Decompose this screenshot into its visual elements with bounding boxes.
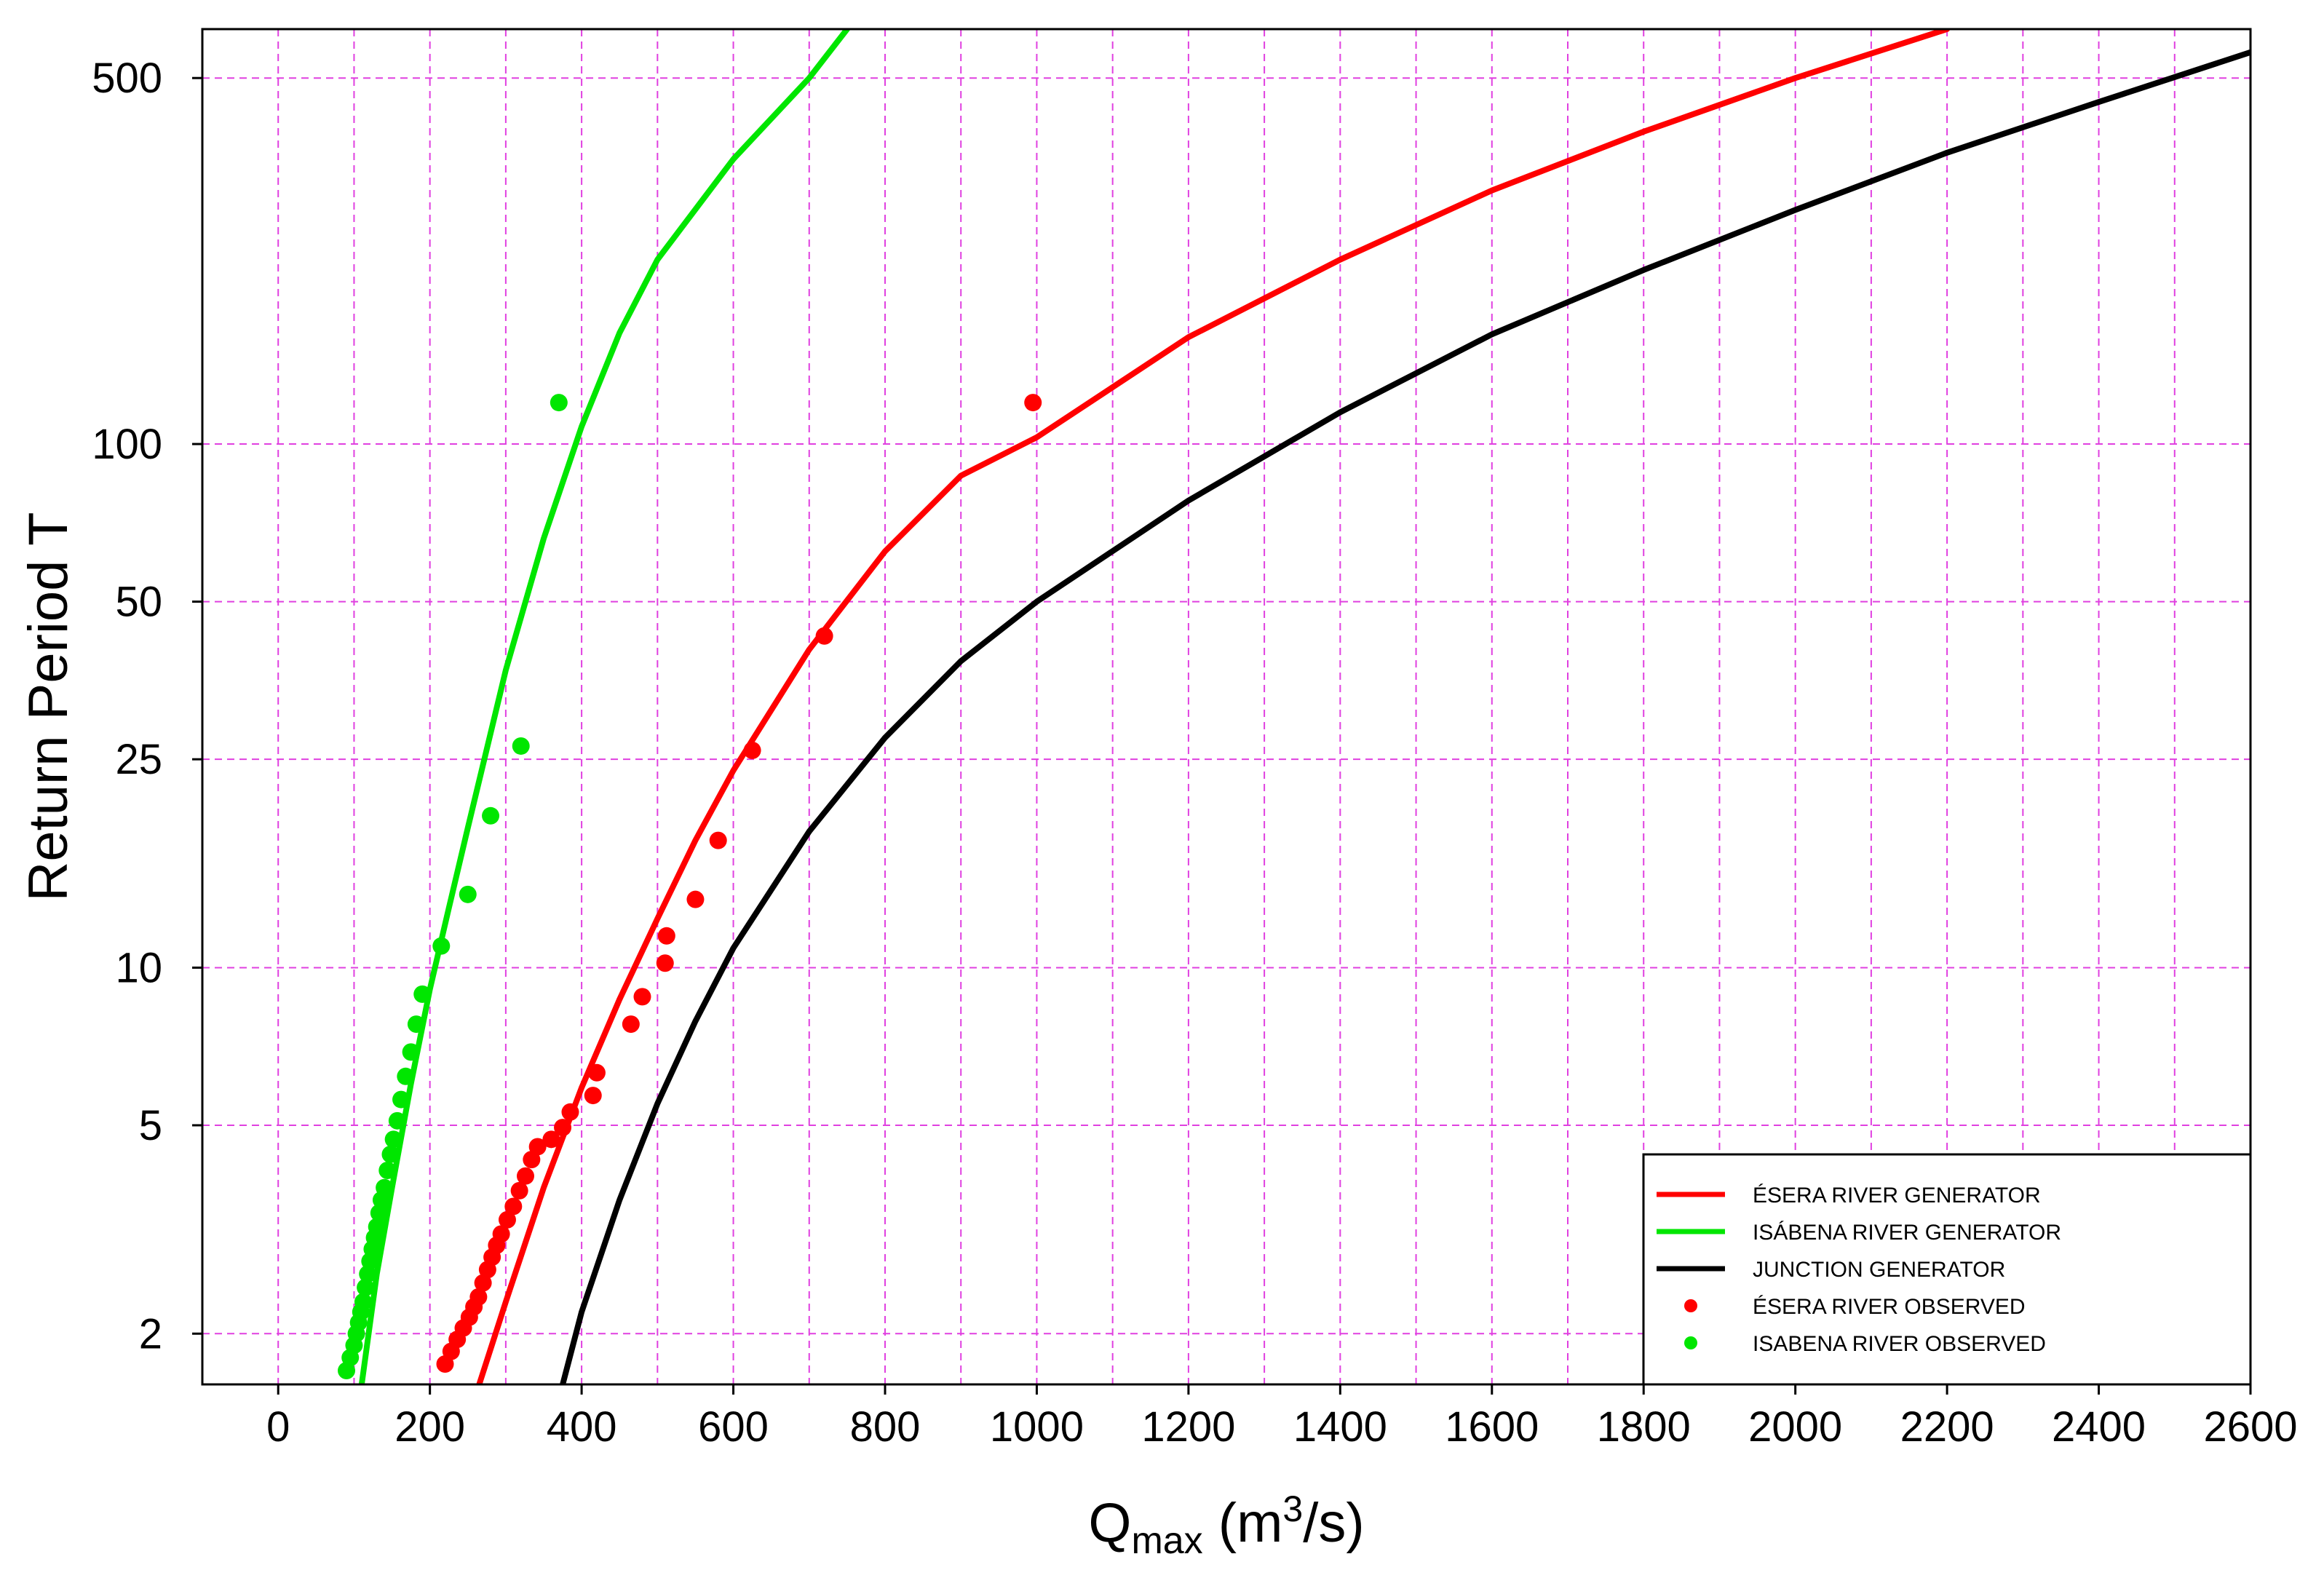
esera-river-observed-point [686, 890, 705, 908]
isabena-river-observed-point [550, 394, 568, 412]
y-tick-label: 100 [92, 421, 162, 468]
esera-river-observed-point [510, 1181, 528, 1200]
isabena-river-observed-point [482, 806, 500, 825]
esera-river-observed-point [584, 1087, 602, 1105]
isabena-river-observed-point [354, 1293, 372, 1311]
esera-river-generator-line [476, 29, 1951, 1384]
esera-river-observed-point [474, 1274, 492, 1292]
series-group [338, 29, 2250, 1384]
x-tick-label: 2600 [2203, 1403, 2297, 1451]
x-tick-label: 1400 [1293, 1403, 1387, 1451]
isabena-river-observed-point [370, 1204, 388, 1222]
x-tick-label: 1200 [1141, 1403, 1235, 1451]
esera-river-observed-point [657, 927, 675, 945]
legend-label-junction-generator: JUNCTION GENERATOR [1753, 1258, 2005, 1282]
isabena-river-observed-point [381, 1145, 400, 1163]
x-axis-title-unit-open: (m [1203, 1492, 1283, 1554]
y-tick-label: 5 [139, 1102, 162, 1149]
esera-river-observed-point [561, 1103, 579, 1121]
esera-river-observed-point [554, 1119, 572, 1137]
esera-river-observed-point [743, 741, 761, 759]
isabena-river-observed-point [512, 737, 530, 755]
x-axis-title: Qmax (m3/s) [1088, 1488, 1364, 1562]
junction-generator-line [560, 49, 2250, 1384]
isabena-river-observed-point [413, 985, 432, 1003]
isabena-river-observed-point [388, 1111, 406, 1130]
x-tick-label: 1600 [1445, 1403, 1539, 1451]
isabena-river-observed-point [432, 937, 451, 955]
x-axis-title-unit-superscript: 3 [1282, 1488, 1303, 1529]
esera-river-observed-point [1024, 394, 1042, 412]
y-tick-label: 2 [139, 1310, 162, 1357]
axis-ticks: 0 200 400 600 800 1000 1200 1400 1600 1800 2000 220… [92, 55, 2297, 1451]
esera-river-observed-point [587, 1063, 606, 1082]
legend-label-isabena-river-generator: ISÁBENA RIVER GENERATOR [1753, 1221, 2061, 1245]
legend-label-esera-river-observed: ÉSERA RIVER OBSERVED [1753, 1295, 2026, 1319]
isabena-river-observed-point [357, 1278, 375, 1296]
legend-label-isabena-river-observed: ISABENA RIVER OBSERVED [1753, 1332, 2046, 1356]
series-clip-group [338, 29, 2250, 1384]
esera-river-observed-point [528, 1138, 547, 1156]
esera-river-observed-point [622, 1015, 640, 1034]
x-tick-label: 2200 [1900, 1403, 1994, 1451]
x-tick-label: 800 [850, 1403, 921, 1451]
x-tick-label: 1000 [990, 1403, 1084, 1451]
x-axis-title-main: Q [1088, 1492, 1131, 1554]
isabena-river-observed-point [402, 1043, 420, 1061]
esera-river-observed-point [498, 1210, 516, 1229]
esera-river-observed-point [815, 627, 833, 645]
x-axis-title-subscript: max [1131, 1520, 1202, 1562]
x-tick-label: 600 [698, 1403, 769, 1451]
x-axis-title-unit-close: /s) [1303, 1492, 1364, 1554]
y-axis-title: Return Period T [17, 512, 79, 901]
legend-swatch-isabena-river-observed [1684, 1336, 1697, 1349]
isabena-river-observed-point [407, 1015, 425, 1034]
x-tick-label: 2000 [1748, 1403, 1842, 1451]
isabena-river-observed-point [368, 1218, 386, 1236]
isabena-river-observed-point [392, 1090, 411, 1109]
esera-river-observed-point [469, 1288, 488, 1306]
isabena-river-observed-point [459, 885, 477, 903]
x-tick-label: 0 [266, 1403, 290, 1451]
legend-box [1642, 1153, 2252, 1386]
legend-swatch-esera-river-observed [1684, 1299, 1697, 1312]
esera-river-observed-point [492, 1225, 510, 1243]
esera-river-observed-point [656, 954, 674, 972]
x-tick-label: 1800 [1597, 1403, 1691, 1451]
isabena-river-observed-point [376, 1178, 394, 1197]
y-tick-label: 25 [115, 736, 162, 783]
esera-river-observed-point [516, 1167, 534, 1185]
y-tick-label: 50 [115, 579, 162, 626]
isabena-river-observed-point [384, 1130, 402, 1149]
plot-area-frame [201, 28, 2252, 1386]
y-tick-label: 500 [92, 55, 162, 102]
legend: ÉSERA RIVER GENERATOR ISÁBENA RIVER GENER… [1642, 1153, 2252, 1386]
x-tick-label: 400 [547, 1403, 617, 1451]
esera-river-observed-point [709, 831, 727, 849]
esera-river-observed-point [633, 988, 651, 1006]
isabena-river-observed-point [397, 1067, 415, 1085]
x-tick-label: 2400 [2052, 1403, 2146, 1451]
isabena-river-observed-point [378, 1162, 397, 1180]
x-tick-label: 200 [394, 1403, 465, 1451]
y-tick-label: 10 [115, 944, 162, 991]
esera-river-observed-point [542, 1130, 560, 1149]
legend-label-esera-river-generator: ÉSERA RIVER GENERATOR [1753, 1184, 2041, 1208]
esera-river-observed-point [504, 1197, 523, 1216]
